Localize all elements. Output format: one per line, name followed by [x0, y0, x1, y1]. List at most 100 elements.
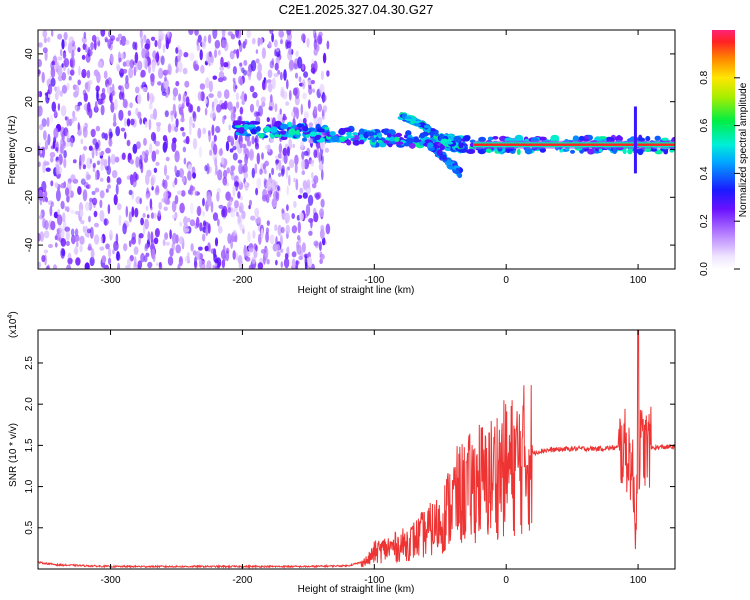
spectrogram-blob	[53, 127, 59, 139]
spectrogram-blob	[299, 187, 304, 194]
spectrogram-blob	[175, 244, 181, 254]
spectrogram-blob	[150, 212, 154, 220]
spectrogram-blob	[95, 170, 98, 181]
spectrogram-blob	[113, 240, 119, 252]
spectrogram-blob	[171, 242, 175, 252]
snr-y-tick-label: 2.5	[24, 356, 35, 370]
spectrogram-ridge-blob	[439, 152, 444, 160]
spectrogram-blob	[153, 167, 158, 173]
spectrogram-blob	[288, 59, 295, 71]
spectrogram-blob	[326, 40, 330, 50]
spectrogram-blob	[119, 72, 124, 78]
spectrogram-blob	[96, 89, 99, 102]
spectrogram-blob	[101, 87, 106, 95]
spectrogram-ridge-blob	[250, 128, 257, 135]
spectrogram-blob	[163, 191, 169, 200]
spectrogram-blob	[213, 134, 217, 142]
spectrogram-blob	[208, 130, 211, 143]
spectrogram-blob	[38, 70, 41, 75]
spectrogram-blob	[139, 117, 143, 125]
snr-plot-area	[38, 330, 675, 569]
spectrogram-blob	[194, 30, 199, 36]
spectrogram-blob	[221, 259, 226, 269]
spectrogram-blob	[211, 107, 216, 119]
spectrogram-blob	[142, 150, 145, 160]
spectrogram-blob	[105, 243, 110, 250]
spectrogram-blob	[163, 164, 168, 177]
spectrogram-blob	[104, 218, 107, 226]
spectrogram-blob	[38, 145, 41, 157]
spectrogram-blob	[144, 43, 150, 50]
spectrogram-blob	[139, 154, 143, 165]
spectrogram-blob	[140, 69, 146, 78]
spectrogram-blob	[184, 80, 190, 88]
spectrogram-blob	[71, 49, 75, 58]
spectrogram-ridge-blob	[465, 149, 475, 154]
spectrogram-blob	[108, 94, 112, 102]
spectrogram-blob	[88, 80, 93, 85]
spectrogram-blob	[296, 241, 300, 250]
spectrogram-blob	[57, 56, 63, 61]
spectrogram-blob	[295, 259, 299, 269]
spectrogram-blob	[234, 200, 239, 209]
spectrogram-blob	[244, 93, 247, 102]
spectrogram-blob	[115, 183, 119, 196]
spectrogram-blob	[115, 37, 120, 42]
spectrogram-ridge-blob	[427, 142, 434, 149]
spectrogram-blob	[196, 105, 201, 113]
spectrogram-blob	[109, 229, 113, 241]
spectrogram-blob	[171, 214, 176, 219]
spectrogram-blob	[95, 125, 101, 132]
spectrogram-blob	[148, 102, 153, 110]
spectrogram-blob	[150, 231, 154, 243]
spectrogram-blob	[135, 173, 139, 181]
spectrogram-blob	[302, 92, 307, 100]
spectrogram-blob	[321, 155, 324, 165]
spectrogram-blob	[300, 140, 304, 150]
spectrogram-ridge-blob	[371, 138, 376, 143]
spectrogram-blob	[277, 224, 282, 236]
spectrogram-blob	[41, 180, 47, 193]
spectrogram-blob	[248, 199, 253, 206]
spectrogram-blob	[63, 31, 68, 41]
spectrogram-ridge-blob	[516, 148, 521, 155]
spectrogram-blob	[278, 159, 282, 172]
spectrogram-blob	[249, 247, 254, 253]
spectrogram-blob	[301, 159, 306, 171]
spectrogram-blob	[255, 49, 259, 54]
spectrogram-blob	[307, 194, 314, 206]
spectrogram-blob	[110, 101, 115, 113]
spectrogram-blob	[87, 183, 91, 190]
spectrogram-blob	[70, 228, 75, 237]
spectrogram-blob	[161, 91, 167, 97]
spectrogram-blob	[128, 240, 132, 248]
spectrogram-blob	[135, 156, 140, 168]
spectrogram-ridge-blob	[414, 123, 421, 127]
spectrogram-blob	[288, 174, 291, 186]
spectrogram-ridge-blob	[439, 143, 445, 151]
spectrogram-ridge-blob	[637, 137, 646, 142]
spectrogram-blob	[295, 50, 299, 58]
spectrogram-blob	[96, 160, 101, 166]
spectrogram-blob	[63, 57, 70, 68]
spectrogram-blob	[83, 92, 88, 103]
spectrogram-blob	[306, 179, 311, 189]
spectrogram-blob	[309, 159, 315, 164]
spectrogram-ridge-blob	[302, 137, 308, 142]
spectrogram-ridge-blob	[408, 142, 416, 149]
spectrogram-blob	[97, 60, 103, 68]
spectrogram-blob	[262, 163, 266, 170]
spectrogram-ridge-blob	[324, 126, 330, 130]
spectrogram-blob	[313, 48, 318, 56]
spectrogram-blob	[294, 87, 300, 100]
spectrogram-blob	[77, 186, 82, 195]
spectrogram-x-tick-label: 100	[630, 275, 647, 286]
spectrogram-blob	[319, 251, 323, 258]
spectrogram-blob	[111, 170, 118, 179]
spectrogram-blob	[302, 117, 307, 125]
spectrogram-blob	[174, 165, 177, 174]
spectrogram-blob	[260, 96, 266, 103]
spectrogram-blob	[206, 260, 212, 269]
spectrogram-blob	[189, 202, 194, 215]
